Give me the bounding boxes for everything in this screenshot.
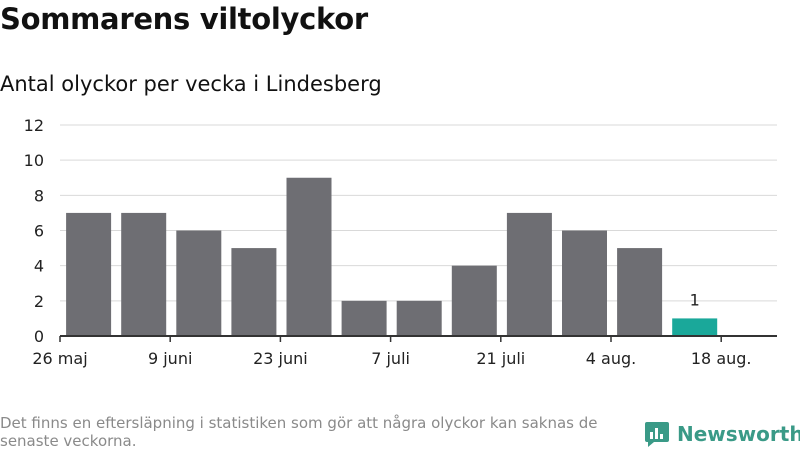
bar	[562, 230, 607, 336]
y-tick-label: 4	[34, 257, 44, 276]
bar	[121, 212, 167, 336]
y-tick-label: 6	[34, 222, 44, 241]
x-tick-label: 9 juni	[148, 349, 192, 368]
bar	[396, 300, 442, 336]
x-tick-label: 26 maj	[32, 349, 87, 368]
newsworthy-logo[interactable]: Newsworthy	[644, 418, 800, 450]
bar	[451, 265, 497, 336]
data-labels: 1	[690, 290, 700, 309]
x-tick-label: 7 juli	[371, 349, 410, 368]
bar	[341, 300, 387, 336]
y-tick-label: 0	[34, 327, 44, 346]
bar	[176, 230, 222, 336]
y-tick-label: 12	[24, 116, 44, 135]
y-tick-label: 8	[34, 186, 44, 205]
chart-title: Sommarens viltolyckor	[0, 2, 368, 36]
bar	[66, 212, 112, 336]
bar	[231, 248, 277, 336]
x-tick-label: 18 aug.	[691, 349, 752, 368]
y-tick-label: 10	[24, 151, 44, 170]
bar	[506, 212, 552, 336]
x-tick-label: 4 aug.	[586, 349, 636, 368]
bar-chart: 0 2 4 6 8 10 12 26 maj 9 juni 23 juni 7 juli 21 ju…	[24, 116, 777, 368]
x-tick-label: 23 juni	[253, 349, 308, 368]
highlighted-bar	[672, 318, 718, 336]
bar	[286, 177, 332, 336]
data-label: 1	[690, 290, 700, 309]
x-tick-label: 21 juli	[476, 349, 525, 368]
y-tick-label: 2	[34, 292, 44, 311]
brand-name: Newsworthy	[677, 422, 800, 446]
bar	[617, 248, 663, 336]
grid-lines	[60, 124, 777, 302]
bars	[66, 177, 718, 336]
x-axis: 26 maj 9 juni 23 juni 7 juli 21 juli 4 aug. 18…	[32, 335, 777, 368]
newsworthy-logo-icon	[645, 422, 669, 447]
chart-subtitle: Antal olyckor per vecka i Lindesberg	[0, 72, 382, 96]
y-axis-ticks: 0 2 4 6 8 10 12	[24, 116, 44, 346]
footnote: Det finns en eftersläpning i statistiken…	[0, 414, 598, 450]
